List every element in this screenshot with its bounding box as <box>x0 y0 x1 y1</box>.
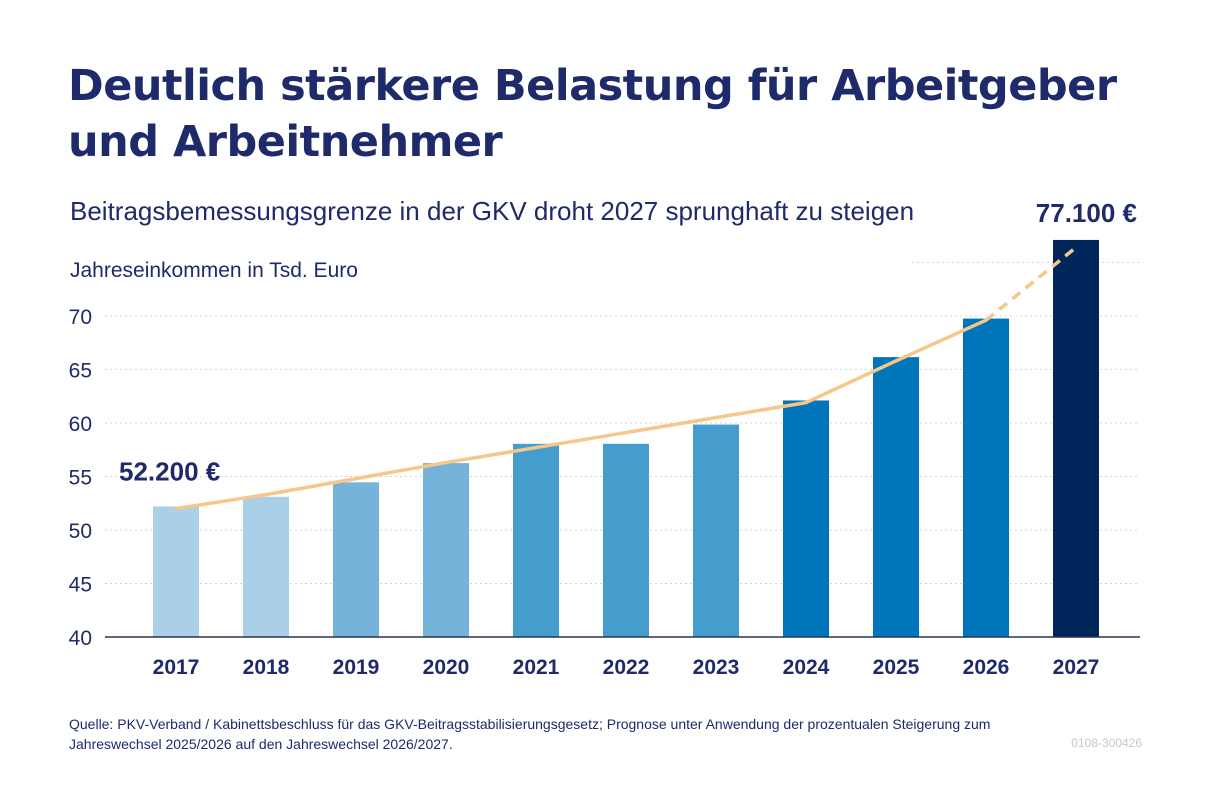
x-tick-label: 2022 <box>603 656 650 679</box>
chart-subtitle: Beitragsbemessungsgrenze in der GKV droh… <box>70 196 915 226</box>
y-tick-label: 50 <box>69 520 92 543</box>
bar-2020 <box>423 463 469 637</box>
bar-2024 <box>783 400 829 637</box>
x-tick-label: 2019 <box>333 656 380 679</box>
y-tick-label: 70 <box>69 306 92 329</box>
trend-line <box>174 318 988 511</box>
y-axis-label: Jahreseinkommen in Tsd. Euro <box>70 259 358 282</box>
bar-2023 <box>693 424 739 637</box>
bar-2017 <box>153 506 199 637</box>
bar-2018 <box>243 496 289 637</box>
chart-title: Deutlich stärkere Belastung für Arbeitge… <box>68 61 1117 167</box>
y-tick-label: 40 <box>69 627 92 650</box>
y-tick-label: 55 <box>69 466 92 489</box>
x-tick-label: 2020 <box>423 656 470 679</box>
y-tick-label: 60 <box>69 413 92 436</box>
y-tick-label: 45 <box>69 573 92 596</box>
x-tick-label: 2018 <box>243 656 290 679</box>
bar-2019 <box>333 482 379 637</box>
chart-code: 0108-300426 <box>1071 736 1142 750</box>
data-label-2027: 77.100 € <box>1036 198 1137 228</box>
y-tick-label: 65 <box>69 359 92 382</box>
x-tick-label: 2021 <box>513 656 560 679</box>
bar-2026 <box>963 318 1009 637</box>
x-tick-label: 2024 <box>783 656 830 679</box>
bar-2027 <box>1053 239 1099 637</box>
x-tick-label: 2017 <box>153 656 200 679</box>
source-note: Quelle: PKV-Verband / Kabinettsbeschluss… <box>69 716 991 752</box>
x-tick-label: 2023 <box>693 656 740 679</box>
x-tick-label: 2026 <box>963 656 1010 679</box>
bar-2022 <box>603 443 649 637</box>
bar-2025 <box>873 357 919 637</box>
x-tick-label: 2025 <box>873 656 920 679</box>
trend-line-forecast <box>984 246 1078 322</box>
data-label-2017: 52.200 € <box>119 456 220 486</box>
bar-2021 <box>513 443 559 637</box>
x-tick-label: 2027 <box>1053 656 1100 679</box>
